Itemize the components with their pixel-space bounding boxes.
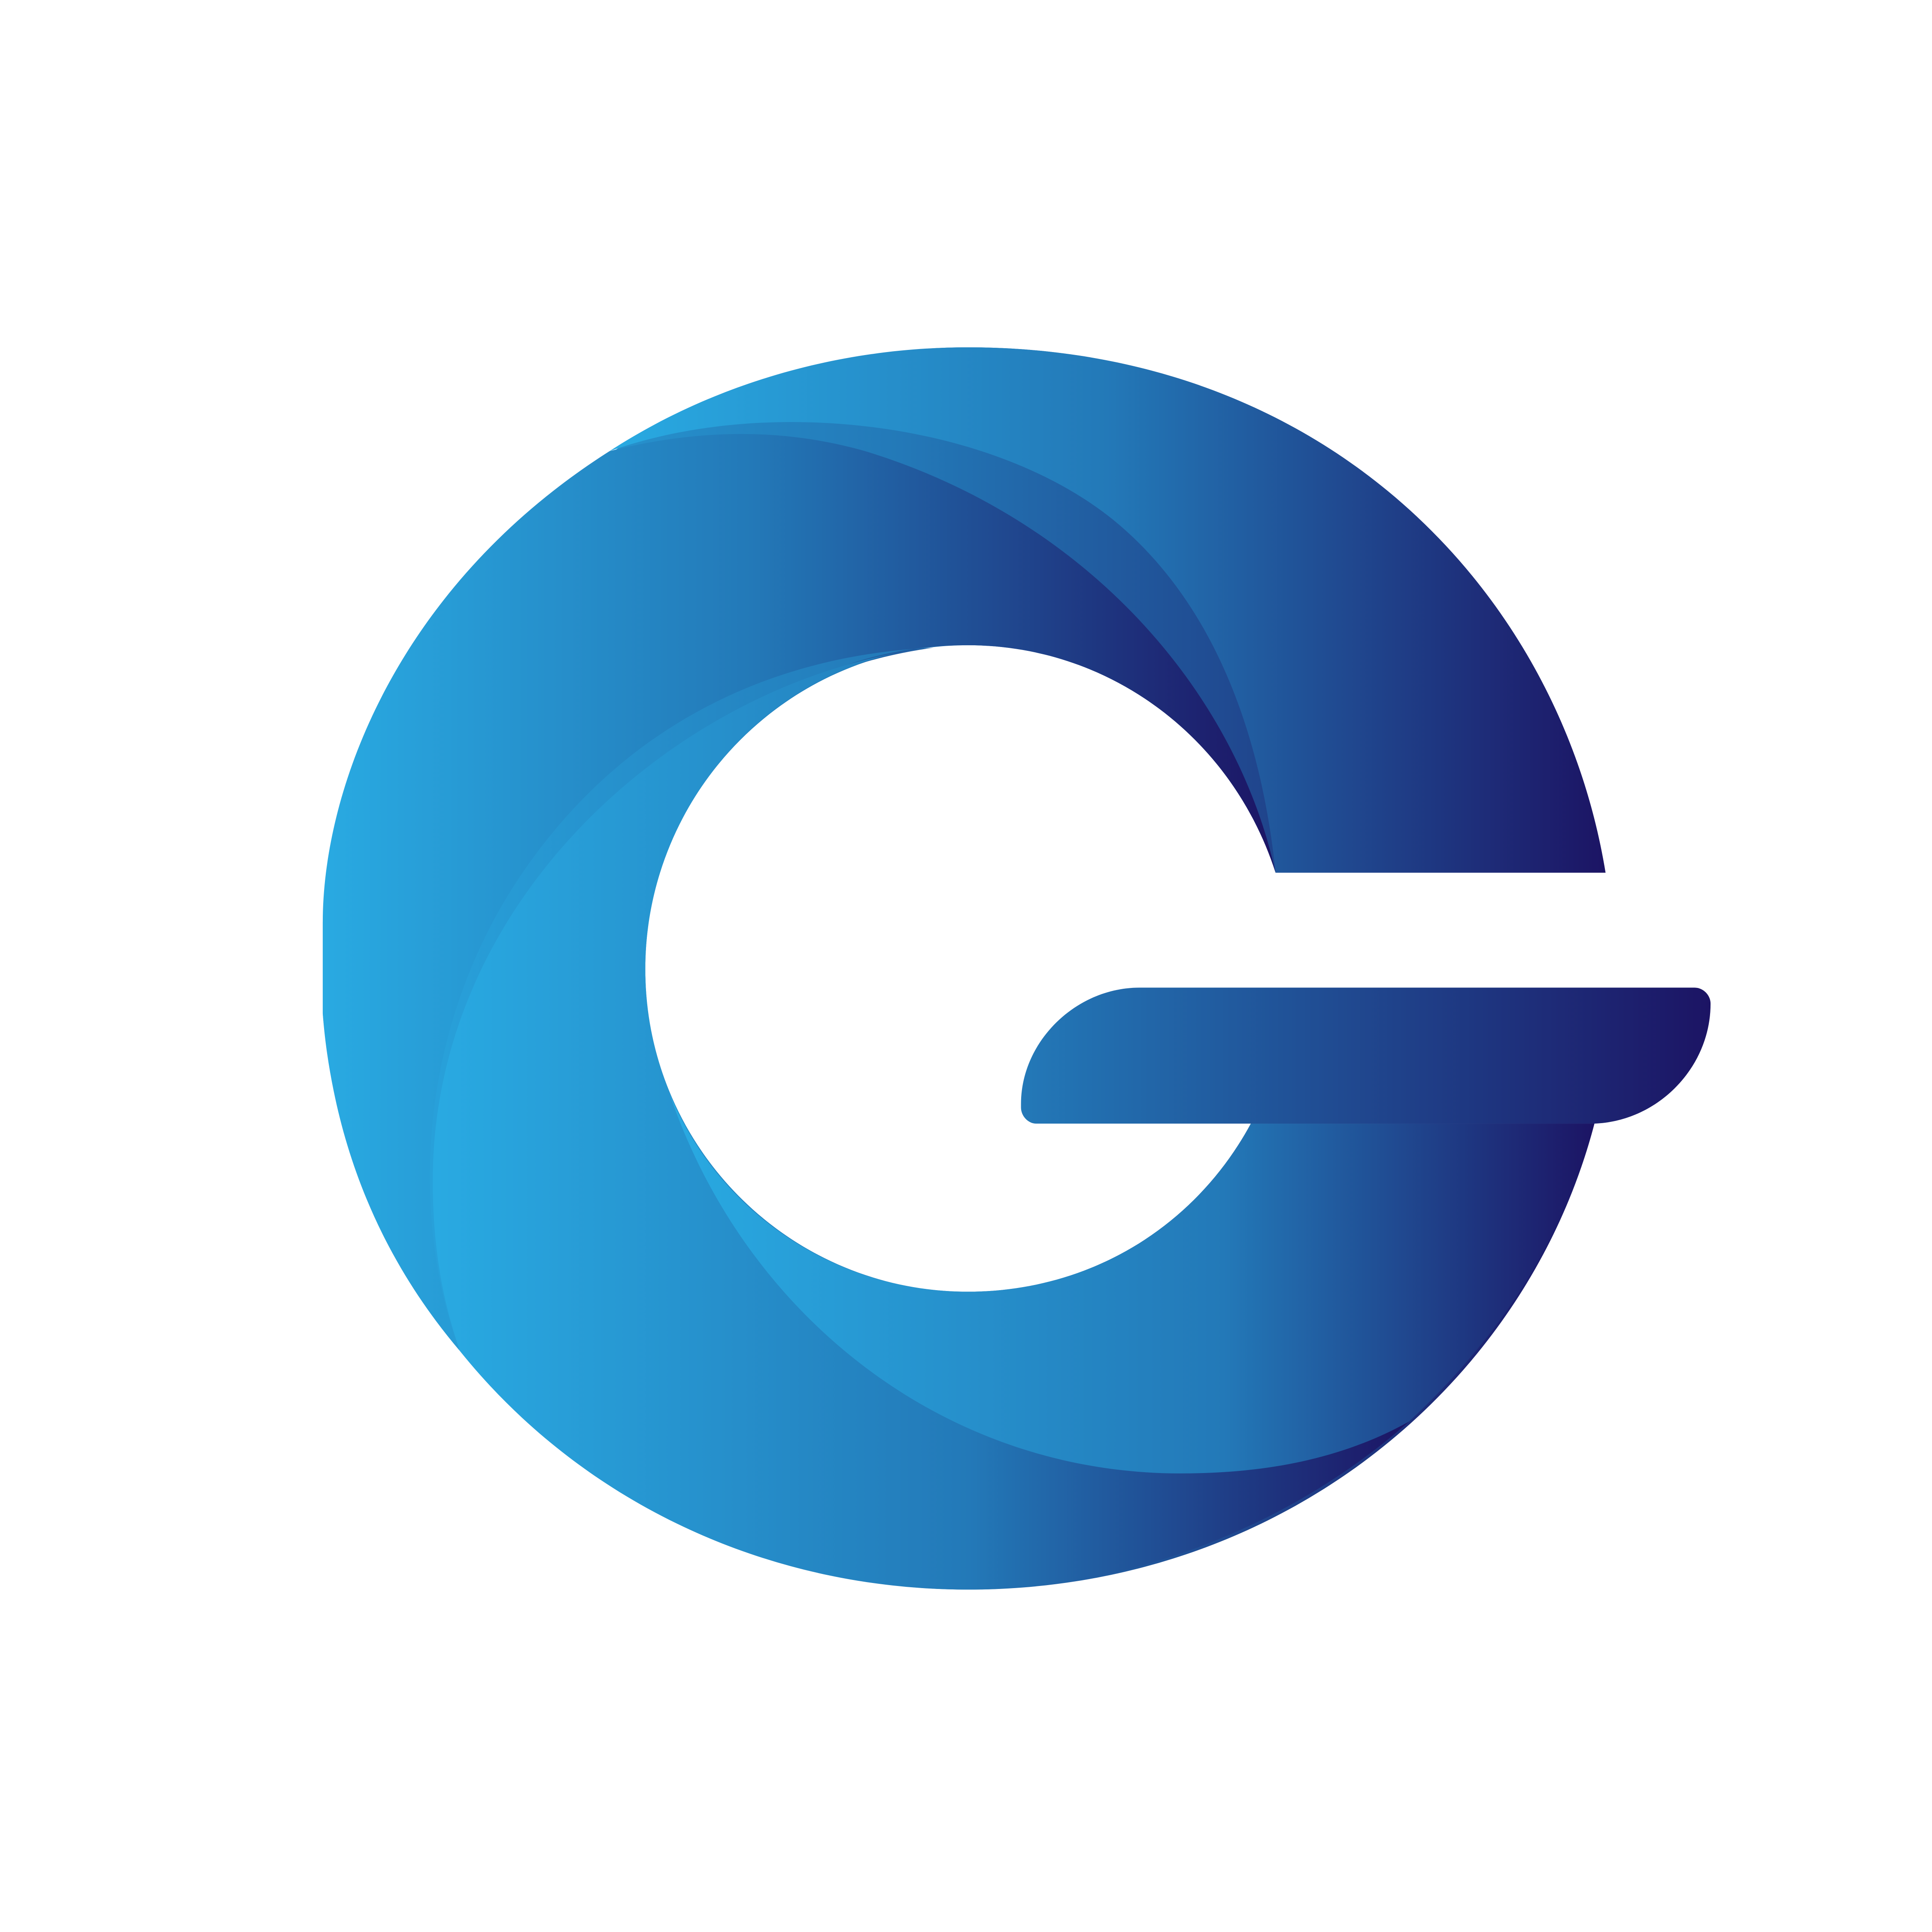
g-upper-swoosh xyxy=(609,347,1606,873)
g-inner-band xyxy=(433,647,1409,1590)
g-crossbar xyxy=(1021,987,1711,1124)
g-lower-crescent xyxy=(669,1091,1595,1473)
g-left-swoosh xyxy=(322,434,1276,1351)
